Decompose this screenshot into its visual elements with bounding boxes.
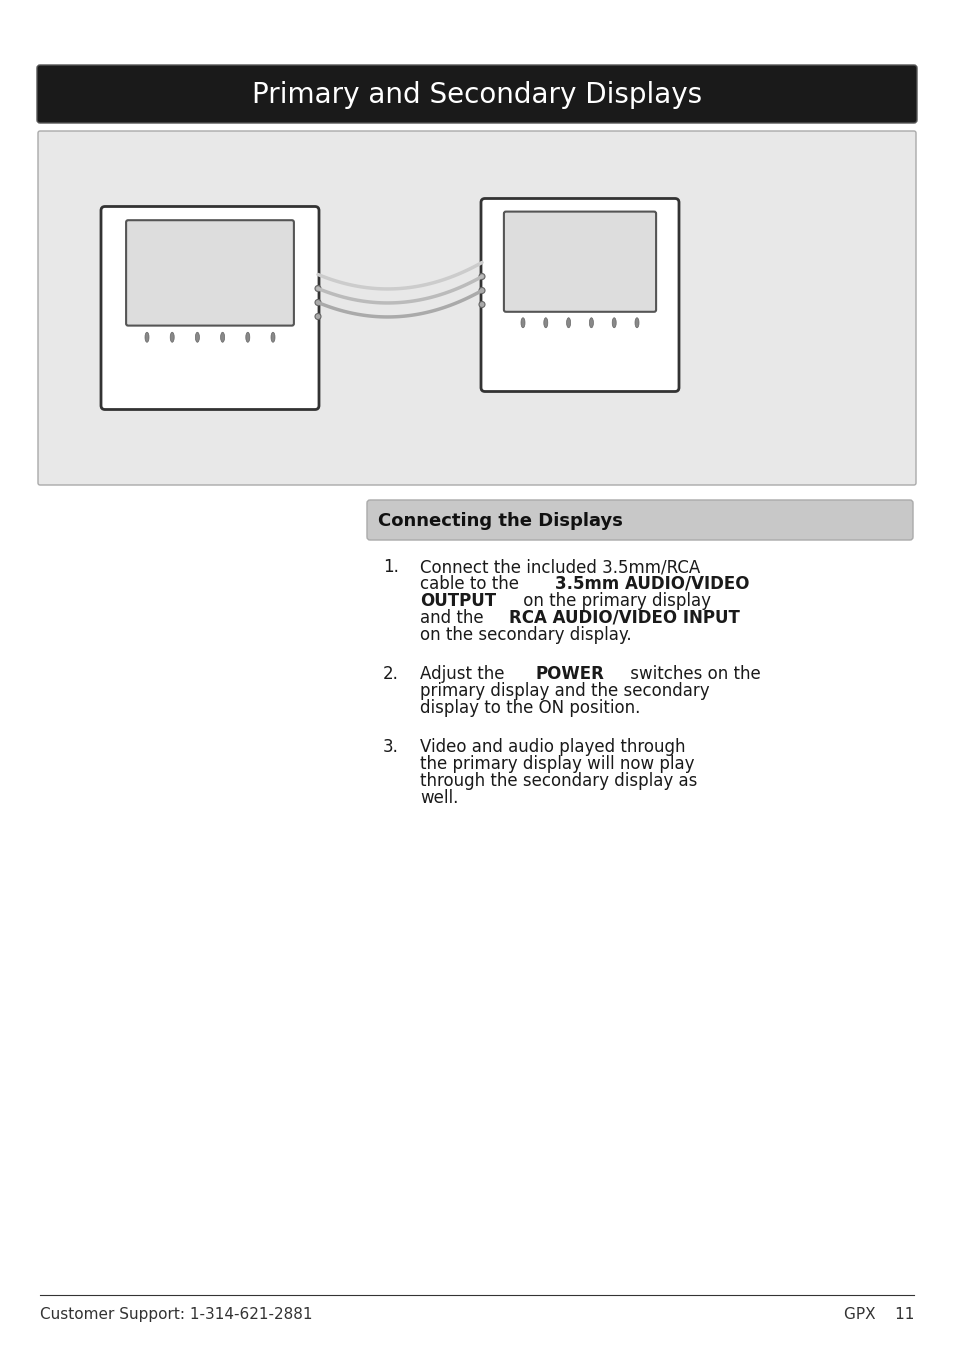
- Ellipse shape: [145, 332, 149, 343]
- Ellipse shape: [195, 332, 199, 343]
- FancyBboxPatch shape: [503, 211, 656, 311]
- Circle shape: [314, 299, 320, 306]
- FancyBboxPatch shape: [37, 65, 916, 123]
- Circle shape: [314, 314, 320, 320]
- Text: Primary and Secondary Displays: Primary and Secondary Displays: [252, 81, 701, 110]
- Text: Adjust the: Adjust the: [419, 665, 509, 682]
- Text: the primary display will now play: the primary display will now play: [419, 756, 694, 773]
- Text: primary display and the secondary: primary display and the secondary: [419, 682, 709, 700]
- Text: Video and audio played through: Video and audio played through: [419, 738, 685, 756]
- Ellipse shape: [612, 318, 616, 328]
- Text: RCA AUDIO/VIDEO INPUT: RCA AUDIO/VIDEO INPUT: [508, 609, 739, 627]
- Text: on the secondary display.: on the secondary display.: [419, 626, 631, 645]
- Text: Customer Support: 1-314-621-2881: Customer Support: 1-314-621-2881: [40, 1307, 313, 1322]
- Text: 2.: 2.: [382, 665, 398, 682]
- Text: display to the ON position.: display to the ON position.: [419, 699, 639, 718]
- Text: on the primary display: on the primary display: [517, 592, 711, 611]
- Text: Connect the included 3.5mm/RCA: Connect the included 3.5mm/RCA: [419, 558, 700, 575]
- Ellipse shape: [635, 318, 639, 328]
- FancyBboxPatch shape: [126, 221, 294, 325]
- Text: GPX    11: GPX 11: [842, 1307, 913, 1322]
- Text: Connecting the Displays: Connecting the Displays: [377, 512, 622, 529]
- Ellipse shape: [520, 318, 524, 328]
- Ellipse shape: [220, 332, 224, 343]
- Ellipse shape: [566, 318, 570, 328]
- Ellipse shape: [589, 318, 593, 328]
- Text: 1.: 1.: [382, 558, 398, 575]
- Text: and the: and the: [419, 609, 488, 627]
- Ellipse shape: [170, 332, 174, 343]
- FancyBboxPatch shape: [101, 207, 318, 409]
- Circle shape: [314, 286, 320, 291]
- Circle shape: [478, 302, 484, 307]
- Text: POWER: POWER: [536, 665, 604, 682]
- Ellipse shape: [271, 332, 274, 343]
- Text: 3.5mm AUDIO/VIDEO: 3.5mm AUDIO/VIDEO: [554, 575, 748, 593]
- Text: through the secondary display as: through the secondary display as: [419, 772, 697, 789]
- FancyBboxPatch shape: [367, 500, 912, 540]
- Ellipse shape: [543, 318, 547, 328]
- FancyBboxPatch shape: [38, 131, 915, 485]
- Text: well.: well.: [419, 789, 457, 807]
- Text: OUTPUT: OUTPUT: [419, 592, 496, 611]
- FancyBboxPatch shape: [480, 199, 679, 391]
- Text: switches on the: switches on the: [624, 665, 760, 682]
- Ellipse shape: [246, 332, 250, 343]
- Text: 3.: 3.: [382, 738, 398, 756]
- Circle shape: [478, 274, 484, 279]
- Text: cable to the: cable to the: [419, 575, 524, 593]
- Circle shape: [478, 287, 484, 294]
